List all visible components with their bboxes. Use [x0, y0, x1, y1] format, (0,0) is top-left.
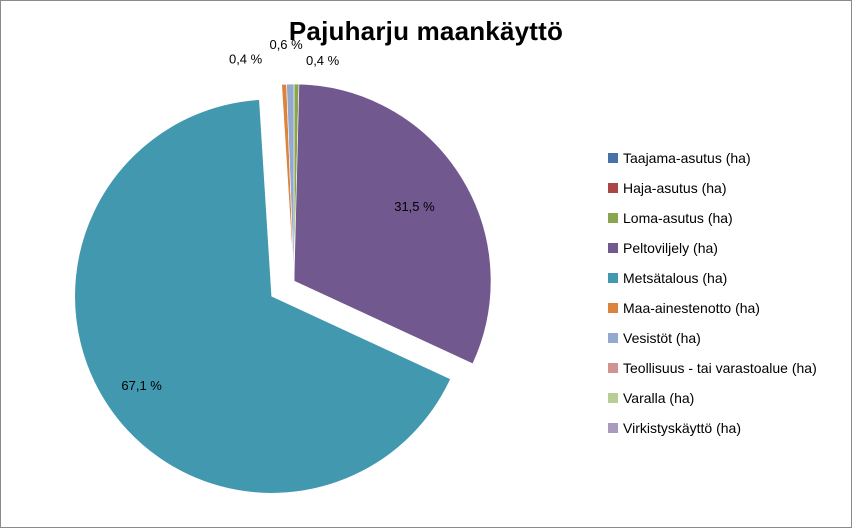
- legend-label: Vesistöt (ha): [623, 330, 701, 346]
- legend-label: Virkistyskäyttö (ha): [623, 420, 741, 436]
- legend-label: Varalla (ha): [623, 390, 695, 406]
- data-label-peltoviljely: 31,5 %: [394, 199, 435, 214]
- pie-slice-vesistöt: [286, 83, 295, 282]
- legend-swatch: [608, 213, 618, 223]
- pie-data-labels: 0,4 %31,5 %67,1 %0,4 %0,6 %: [121, 37, 435, 393]
- legend-item-taajama-asutus: Taajama-asutus (ha): [608, 143, 848, 173]
- data-label-vesistöt: 0,6 %: [269, 37, 303, 52]
- legend-item-maa-ainestenotto: Maa-ainestenotto (ha): [608, 293, 848, 323]
- legend-item-teollisuus-tai-varastoalue: Teollisuus - tai varastoalue (ha): [608, 353, 848, 383]
- legend-label: Loma-asutus (ha): [623, 210, 733, 226]
- data-label-loma-asutus: 0,4 %: [306, 53, 340, 68]
- legend-item-peltoviljely: Peltoviljely (ha): [608, 233, 848, 263]
- legend-item-vesistöt: Vesistöt (ha): [608, 323, 848, 353]
- legend-item-haja-asutus: Haja-asutus (ha): [608, 173, 848, 203]
- legend-swatch: [608, 303, 618, 313]
- chart-title: Pajuharju maankäyttö: [288, 16, 564, 46]
- legend-label: Peltoviljely (ha): [623, 240, 718, 256]
- legend-label: Metsätalous (ha): [623, 270, 728, 286]
- data-label-metsätalous: 67,1 %: [121, 378, 162, 393]
- legend-swatch: [608, 183, 618, 193]
- legend-label: Haja-asutus (ha): [623, 180, 727, 196]
- pie-slice-peltoviljely: [293, 83, 492, 365]
- legend-item-varalla: Varalla (ha): [608, 383, 848, 413]
- legend-swatch: [608, 393, 618, 403]
- legend-swatch: [608, 423, 618, 433]
- legend-swatch: [608, 333, 618, 343]
- legend-label: Taajama-asutus (ha): [623, 150, 751, 166]
- legend-item-virkistyskäyttö: Virkistyskäyttö (ha): [608, 413, 848, 443]
- legend-label: Teollisuus - tai varastoalue (ha): [623, 360, 817, 376]
- pie-slice-metsätalous: [74, 99, 451, 494]
- legend-item-loma-asutus: Loma-asutus (ha): [608, 203, 848, 233]
- legend: Taajama-asutus (ha) Haja-asutus (ha) Loma-…: [608, 143, 848, 443]
- legend-item-metsätalous: Metsätalous (ha): [608, 263, 848, 293]
- data-label-maa-ainestenotto: 0,4 %: [229, 51, 263, 66]
- legend-swatch: [608, 243, 618, 253]
- legend-swatch: [608, 363, 618, 373]
- pie-slices: [74, 83, 492, 494]
- legend-label: Maa-ainestenotto (ha): [623, 300, 760, 316]
- legend-swatch: [608, 273, 618, 283]
- legend-swatch: [608, 153, 618, 163]
